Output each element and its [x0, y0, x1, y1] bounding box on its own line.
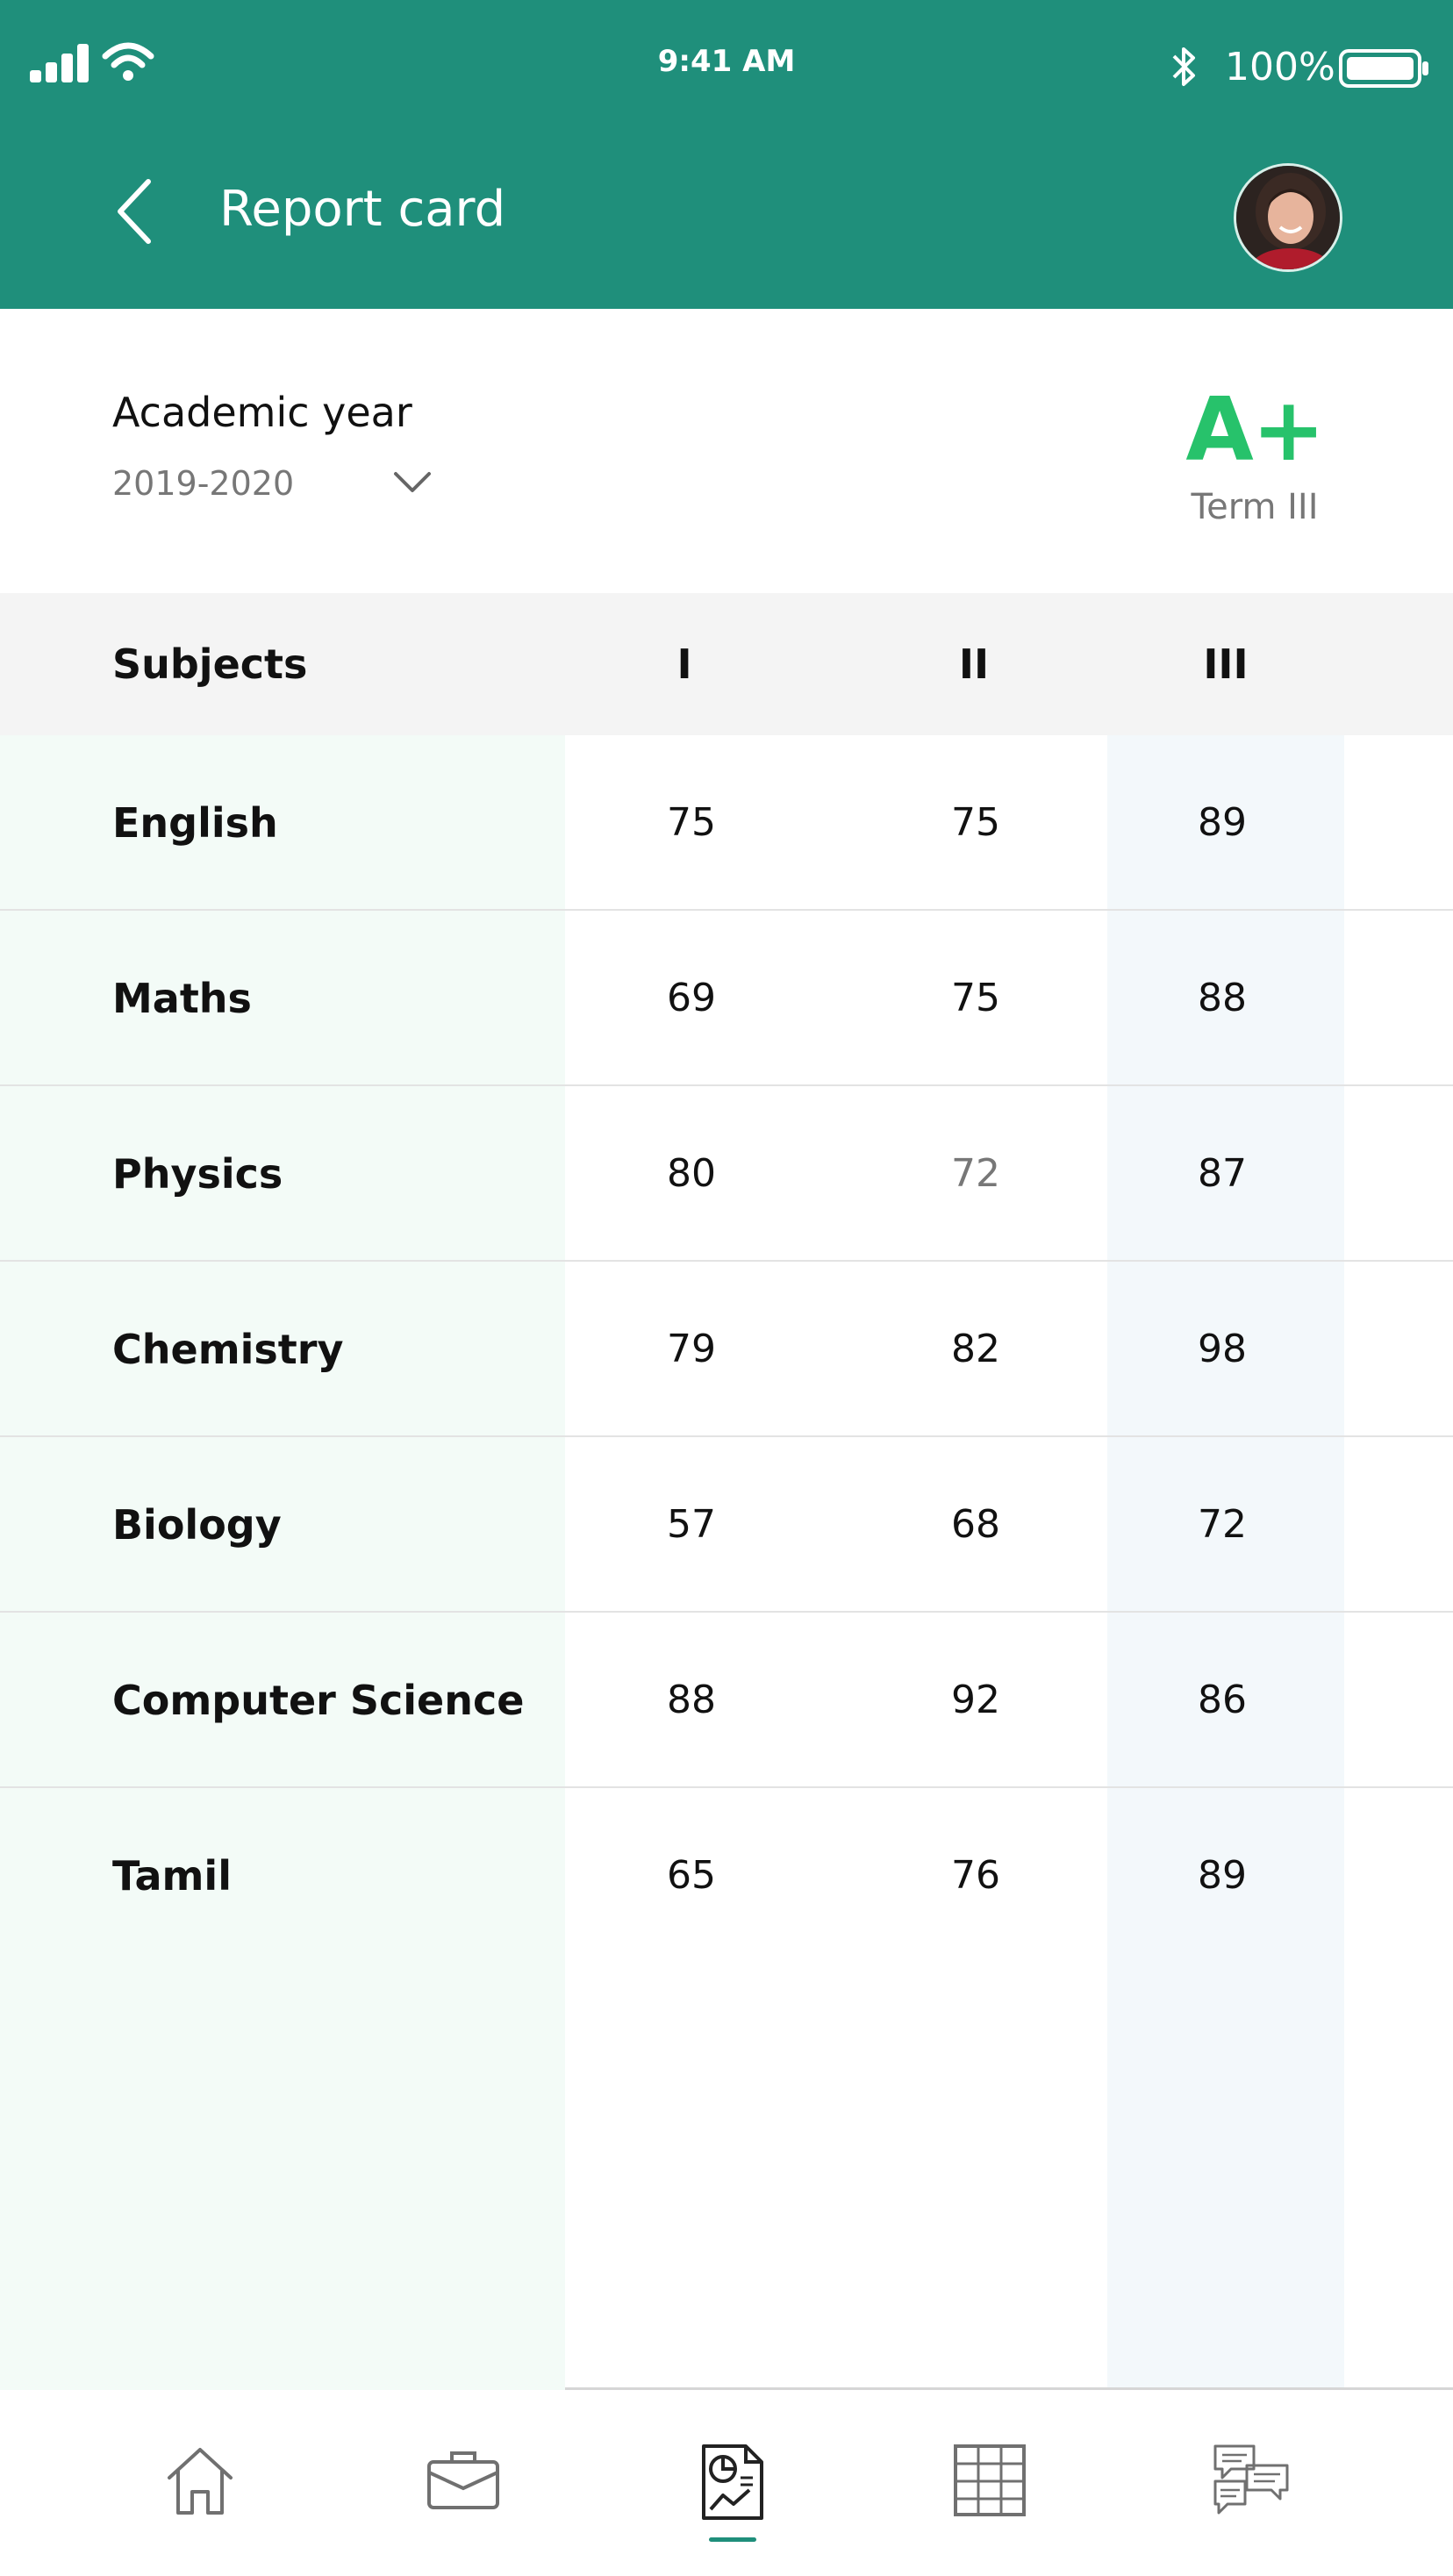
header-term-1: I	[676, 640, 692, 688]
subject-name: Biology	[112, 1501, 282, 1549]
table-row: English 75 75 89	[0, 735, 1453, 911]
academic-year-select[interactable]: 2019-2020	[112, 458, 446, 511]
term-2-score: 75	[951, 800, 1000, 845]
briefcase-icon	[427, 2451, 499, 2509]
subject-name: Physics	[112, 1150, 283, 1198]
term-2-score: 92	[951, 1678, 1000, 1722]
avatar-portrait-icon	[1236, 166, 1340, 269]
battery-percentage: 100%	[1225, 45, 1335, 89]
row-divider	[0, 1611, 1453, 1613]
row-divider	[0, 1260, 1453, 1262]
back-button[interactable]	[104, 172, 165, 251]
subject-name: Chemistry	[112, 1326, 344, 1373]
nav-assignments[interactable]	[411, 2443, 516, 2548]
term-3-score: 89	[1198, 1853, 1247, 1898]
table-row: Computer Science 88 92 86	[0, 1613, 1453, 1788]
term-3-score: 88	[1198, 976, 1247, 1020]
subject-name: Computer Science	[112, 1677, 525, 1724]
report-icon	[702, 2444, 763, 2520]
subject-column-background	[0, 735, 565, 2390]
nav-top-divider	[565, 2387, 1453, 2390]
nav-timetable[interactable]	[937, 2443, 1042, 2548]
academic-year-label: Academic year	[112, 389, 412, 436]
table-row: Physics 80 72 87	[0, 1086, 1453, 1262]
grade-term-label: Term III	[1191, 487, 1319, 527]
term-3-score: 72	[1198, 1502, 1247, 1547]
table-row: Chemistry 79 82 98	[0, 1262, 1453, 1437]
chevron-left-icon	[118, 179, 151, 244]
subject-name: Maths	[112, 975, 252, 1022]
term-1-score: 65	[667, 1853, 716, 1898]
term-2-score: 82	[951, 1327, 1000, 1371]
term-1-score: 57	[667, 1502, 716, 1547]
term-3-score: 86	[1198, 1678, 1247, 1722]
bluetooth-icon	[1172, 47, 1195, 86]
table-row: Tamil 65 76 89	[0, 1788, 1453, 1964]
term-1-score: 79	[667, 1327, 716, 1371]
header-term-2: II	[958, 640, 990, 688]
chat-icon	[1213, 2444, 1289, 2515]
cellular-signal-icon	[30, 44, 89, 82]
academic-year-value: 2019-2020	[112, 464, 295, 503]
nav-report-card[interactable]	[680, 2443, 785, 2548]
row-divider	[0, 1786, 1453, 1788]
term3-column-background	[1107, 735, 1344, 2390]
nav-home[interactable]	[147, 2443, 253, 2548]
term-1-score: 88	[667, 1678, 716, 1722]
status-time: 9:41 AM	[657, 44, 796, 79]
term-2-score: 76	[951, 1853, 1000, 1898]
header-term-3: III	[1203, 640, 1249, 688]
user-avatar[interactable]	[1234, 163, 1342, 272]
status-bar: 9:41 AM 100%	[0, 0, 1453, 132]
term-1-score: 69	[667, 976, 716, 1020]
wifi-icon	[102, 42, 154, 81]
battery-icon	[1339, 49, 1428, 88]
page-title: Report card	[219, 181, 506, 238]
overall-grade: A+	[1185, 378, 1325, 481]
table-header: Subjects I II III	[0, 593, 1453, 735]
header-subjects: Subjects	[112, 640, 308, 688]
active-tab-indicator	[709, 2537, 756, 2542]
term-1-score: 80	[667, 1151, 716, 1196]
term-3-score: 98	[1198, 1327, 1247, 1371]
nav-messages[interactable]	[1199, 2443, 1304, 2548]
term-3-score: 87	[1198, 1151, 1247, 1196]
home-icon	[168, 2448, 233, 2515]
term-2-score: 68	[951, 1502, 1000, 1547]
subject-name: Tamil	[112, 1852, 232, 1900]
timetable-icon	[954, 2444, 1026, 2516]
table-row: Maths 69 75 88	[0, 911, 1453, 1086]
term-2-score: 75	[951, 976, 1000, 1020]
row-divider	[0, 1084, 1453, 1086]
term-3-score: 89	[1198, 800, 1247, 845]
table-row: Biology 57 68 72	[0, 1437, 1453, 1613]
row-divider	[0, 909, 1453, 911]
subject-name: English	[112, 799, 278, 847]
row-divider	[0, 1435, 1453, 1437]
term-2-score: 72	[951, 1151, 1000, 1196]
bottom-navigation	[0, 2390, 1453, 2576]
chevron-down-icon	[394, 472, 431, 492]
app-header: 9:41 AM 100% Report card	[0, 0, 1453, 309]
term-1-score: 75	[667, 800, 716, 845]
